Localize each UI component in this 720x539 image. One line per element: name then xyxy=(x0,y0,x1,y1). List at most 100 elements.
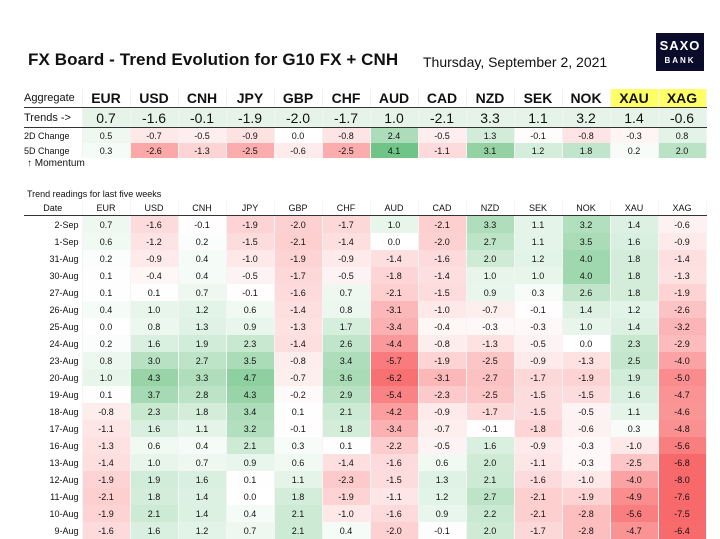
trend-cell: 0.4 xyxy=(178,267,227,284)
trend-cell: -4.4 xyxy=(370,335,419,352)
trend-cell: 0.7 xyxy=(178,454,227,471)
trend-cell: 2.0 xyxy=(466,250,515,267)
history-header-gbp: GBP xyxy=(274,201,323,216)
table-row: 11-Aug -2.1 1.8 1.4 0.0 1.8 -1.9 -1.1 1.2 2.7 -2.1… xyxy=(24,488,707,505)
trend-cell: -1.3 xyxy=(466,335,515,352)
summary-value-cell: -0.8 xyxy=(562,127,611,143)
trend-cell: -0.2 xyxy=(274,386,323,403)
summary-value-cell: -1.9 xyxy=(226,107,275,128)
summary-value-cell: -1.1 xyxy=(418,143,467,158)
trend-cell: 3.3 xyxy=(178,369,227,386)
trend-cell: -1.5 xyxy=(370,471,419,488)
trend-cell: -0.8 xyxy=(418,335,467,352)
trend-cell: -2.1 xyxy=(514,505,563,522)
trend-cell: -1.6 xyxy=(370,454,419,471)
trend-cell: 0.1 xyxy=(82,284,131,301)
trend-cell: -0.5 xyxy=(322,267,371,284)
logo-line-1: SAXO xyxy=(659,38,701,53)
trend-cell: -0.6 xyxy=(658,215,707,233)
summary-table: Aggregate EUR USD CNH JPY GBP CHF AUD CAD NZD SEK N… xyxy=(24,89,707,158)
trend-cell: 1.8 xyxy=(609,267,659,284)
date-cell: 1-Sep xyxy=(24,233,83,250)
trend-cell: 1.8 xyxy=(322,420,371,437)
trend-cell: -0.8 xyxy=(274,352,323,369)
trend-cell: -1.1 xyxy=(82,420,131,437)
trend-cell: 2.1 xyxy=(274,522,323,539)
summary-value-cell: 1.1 xyxy=(514,107,563,128)
history-header-eur: EUR xyxy=(82,201,131,216)
summary-value-cell: 1.3 xyxy=(466,127,515,143)
trend-cell: -1.9 xyxy=(322,488,371,505)
trend-cell: -1.6 xyxy=(514,471,563,488)
trend-cell: -1.6 xyxy=(418,250,467,267)
table-row: 25-Aug 0.0 0.8 1.3 0.9 -1.3 1.7 -3.4 -0.4 -0.3 -0.… xyxy=(24,318,707,335)
trend-cell: -1.6 xyxy=(274,284,323,301)
trend-cell: -0.9 xyxy=(514,437,563,454)
table-row: 16-Aug -1.3 0.6 0.4 2.1 0.3 0.1 -2.2 -0.5 1.6 -0.9… xyxy=(24,437,707,454)
trend-cell: -1.8 xyxy=(514,420,563,437)
trend-cell: 1.1 xyxy=(274,471,323,488)
trend-cell: -4.6 xyxy=(658,403,707,420)
trend-cell: -3.1 xyxy=(370,301,419,318)
trend-cell: 0.9 xyxy=(226,318,275,335)
trend-cell: -6.4 xyxy=(658,522,707,539)
trend-cell: -1.8 xyxy=(370,267,419,284)
date-cell: 19-Aug xyxy=(24,386,83,403)
trend-cell: 4.0 xyxy=(562,267,611,284)
trend-cell: 3.4 xyxy=(226,403,275,420)
summary-value-cell: 2.4 xyxy=(370,127,419,143)
table-row: 27-Aug 0.1 0.1 0.7 -0.1 -1.6 0.7 -2.1 -1.5 0.9 0.3… xyxy=(24,284,707,301)
trend-cell: 1.4 xyxy=(609,215,659,233)
trend-cell: -2.3 xyxy=(418,386,467,403)
summary-value-cell: 4.1 xyxy=(370,143,419,158)
trend-cell: 3.2 xyxy=(562,215,611,233)
trend-cell: -0.9 xyxy=(514,352,563,369)
trend-cell: 0.1 xyxy=(226,471,275,488)
currency-header-xau: XAU xyxy=(610,89,659,108)
trend-cell: 1.2 xyxy=(178,301,227,318)
trend-cell: 2.5 xyxy=(609,352,659,369)
trend-cell: 0.1 xyxy=(130,284,179,301)
trend-cell: -0.1 xyxy=(274,420,323,437)
trend-cell: 0.1 xyxy=(322,437,371,454)
summary-value-cell: -0.1 xyxy=(178,107,227,128)
history-header-sek: SEK xyxy=(514,201,563,216)
trend-cell: -7.6 xyxy=(658,488,707,505)
trend-cell: 1.9 xyxy=(609,369,659,386)
trend-cell: 0.7 xyxy=(178,284,227,301)
trend-cell: -1.1 xyxy=(370,488,419,505)
trend-cell: 0.7 xyxy=(82,215,131,233)
trend-cell: -1.4 xyxy=(82,454,131,471)
summary-value-cell: 0.3 xyxy=(82,143,131,158)
trend-cell: -1.6 xyxy=(370,505,419,522)
trend-cell: -1.0 xyxy=(418,301,467,318)
trend-cell: -2.0 xyxy=(418,233,467,250)
trend-cell: 3.3 xyxy=(466,215,515,233)
trend-cell: 0.2 xyxy=(82,335,131,352)
table-row: 12-Aug -1.9 1.9 1.6 0.1 1.1 -2.3 -1.5 1.3 2.1 -1.6… xyxy=(24,471,707,488)
date-column-header: Date xyxy=(24,201,83,216)
summary-value-cell: -2.0 xyxy=(274,107,323,128)
trend-cell: 1.0 xyxy=(370,215,419,233)
currency-header-nok: NOK xyxy=(562,89,611,108)
currency-header-sek: SEK xyxy=(514,89,563,108)
summary-value-cell: 3.2 xyxy=(562,107,611,128)
trend-cell: -1.4 xyxy=(322,454,371,471)
summary-value-cell: -0.6 xyxy=(274,143,323,158)
trend-cell: 1.9 xyxy=(178,335,227,352)
currency-header-usd: USD xyxy=(130,89,179,108)
trend-cell: -2.5 xyxy=(609,454,659,471)
trend-cell: 3.0 xyxy=(130,352,179,369)
trend-cell: -1.9 xyxy=(82,471,131,488)
trend-cell: -0.3 xyxy=(466,318,515,335)
trend-cell: -0.5 xyxy=(226,267,275,284)
trend-cell: 1.1 xyxy=(514,215,563,233)
table-row: 17-Aug -1.1 1.6 1.1 3.2 -0.1 1.8 -3.4 -0.7 -0.1 -1… xyxy=(24,420,707,437)
trend-cell: -0.9 xyxy=(130,250,179,267)
trend-cell: -0.7 xyxy=(418,420,467,437)
history-header-nzd: NZD xyxy=(466,201,515,216)
trend-cell: -4.2 xyxy=(370,403,419,420)
date-cell: 27-Aug xyxy=(24,284,83,301)
trend-cell: 2.0 xyxy=(466,522,515,539)
trend-cell: 0.6 xyxy=(274,454,323,471)
